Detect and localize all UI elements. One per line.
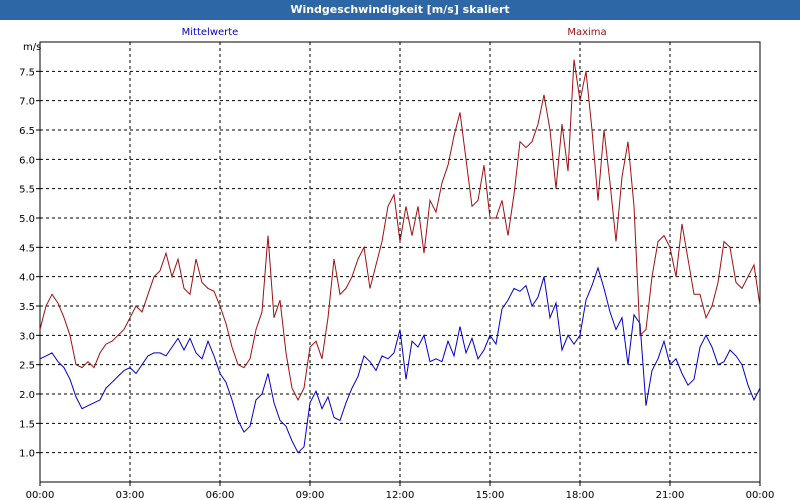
y-tick-label: 3.0 xyxy=(19,331,35,342)
grid xyxy=(40,42,760,482)
line-chart: m/s Mittelwerte Maxima 1.0 1.5 2.0 2.5 3.0 3.… xyxy=(19,27,775,500)
legend-mittelwerte: Mittelwerte xyxy=(182,27,239,38)
y-axis: 1.0 1.5 2.0 2.5 3.0 3.5 4.0 4.5 5.0 5.5 6.0 6.5 7.0 7… xyxy=(19,67,40,460)
y-tick-label: 4.0 xyxy=(19,273,35,284)
y-tick-label: 1.5 xyxy=(19,419,35,430)
series-line-mittelwerte xyxy=(39,266,761,454)
chart-title: Windgeschwindigkeit [m/s] skaliert xyxy=(0,0,800,20)
series-line-maxima xyxy=(39,59,761,402)
y-tick-label: 7.5 xyxy=(19,67,35,78)
y-axis-unit: m/s xyxy=(23,42,41,53)
y-tick-label: 7.0 xyxy=(19,97,35,108)
y-tick-label: 1.0 xyxy=(19,449,35,460)
y-tick-label: 2.0 xyxy=(19,390,35,401)
x-axis: 00:0021.05.2303:0021.05.2306:0021.05.230… xyxy=(26,482,775,500)
y-tick-label: 4.5 xyxy=(19,243,35,254)
x-tick-time: 12:00 xyxy=(386,490,415,500)
x-tick-time: 09:00 xyxy=(296,490,325,500)
y-tick-label: 5.5 xyxy=(19,185,35,196)
legend-maxima: Maxima xyxy=(567,27,606,38)
y-tick-label: 6.5 xyxy=(19,126,35,137)
x-tick-time: 15:00 xyxy=(476,490,505,500)
x-tick-time: 03:00 xyxy=(116,490,145,500)
y-tick-label: 5.0 xyxy=(19,214,35,225)
x-tick-time: 00:00 xyxy=(26,490,55,500)
series-lines xyxy=(39,59,761,454)
x-tick-time: 06:00 xyxy=(206,490,235,500)
x-tick-time: 21:00 xyxy=(656,490,685,500)
y-tick-label: 3.5 xyxy=(19,302,35,313)
x-tick-time: 00:00 xyxy=(746,490,775,500)
x-tick-time: 18:00 xyxy=(566,490,595,500)
y-tick-label: 2.5 xyxy=(19,361,35,372)
y-tick-label: 6.0 xyxy=(19,155,35,166)
